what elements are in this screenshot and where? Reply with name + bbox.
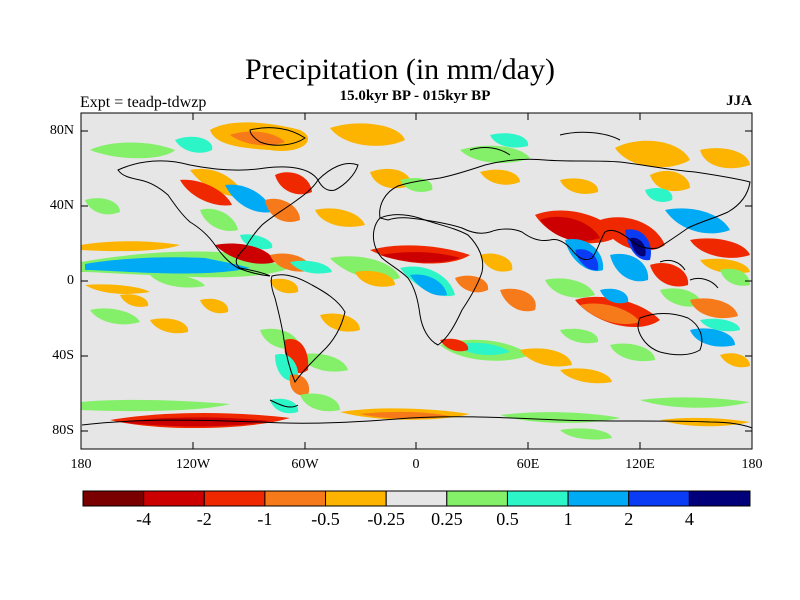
colorbar-label: 4: [684, 509, 694, 529]
lat-label-80n: 80N: [49, 123, 74, 138]
colorbar-swatch: [203, 490, 266, 507]
axis-ticks: [81, 113, 752, 449]
lon-label-0: 0: [412, 457, 420, 472]
coastlines: [81, 127, 752, 429]
colorbar-label: -2: [196, 509, 212, 529]
colorbar-swatch: [385, 490, 448, 507]
lon-label-60w: 60W: [291, 457, 319, 472]
lon-label-180-left: 180: [70, 457, 92, 472]
colorbar-swatch: [688, 490, 751, 507]
lat-label-80s: 80S: [52, 423, 74, 438]
colorbar-label: -0.5: [311, 509, 340, 529]
colorbar-label: -0.25: [367, 509, 405, 529]
season-label: JJA: [726, 93, 752, 109]
colorbar: [82, 490, 751, 507]
colorbar-swatch: [506, 490, 569, 507]
colorbar-swatch: [325, 490, 387, 507]
lat-label-equator: 0: [67, 273, 74, 288]
lon-label-120w: 120W: [175, 457, 211, 472]
colorbar-label: -4: [136, 509, 152, 529]
lat-label-40n: 40N: [49, 198, 74, 213]
colorbar-swatch: [446, 490, 508, 507]
colorbar-swatch: [567, 490, 630, 507]
colorbar-label: 0.25: [431, 509, 463, 529]
colorbar-swatch: [82, 490, 145, 507]
colorbar-swatch: [264, 490, 327, 507]
colorbar-label: 1: [563, 509, 573, 529]
map-title: Precipitation (in mm/day): [245, 53, 555, 86]
colorbar-label: 2: [624, 509, 634, 529]
lon-label-60e: 60E: [516, 457, 540, 472]
lat-label-40s: 40S: [52, 348, 74, 363]
experiment-label: Expt = teadp-tdwzp: [80, 94, 207, 111]
colorbar-label: -1: [257, 509, 273, 529]
colorbar-swatch: [143, 490, 205, 507]
colorbar-label: 0.5: [496, 509, 519, 529]
lon-label-120e: 120E: [625, 457, 655, 472]
lon-label-180-right: 180: [741, 457, 763, 472]
map-subtitle: 15.0kyr BP - 015kyr BP: [339, 88, 491, 104]
colorbar-swatch: [628, 490, 690, 507]
